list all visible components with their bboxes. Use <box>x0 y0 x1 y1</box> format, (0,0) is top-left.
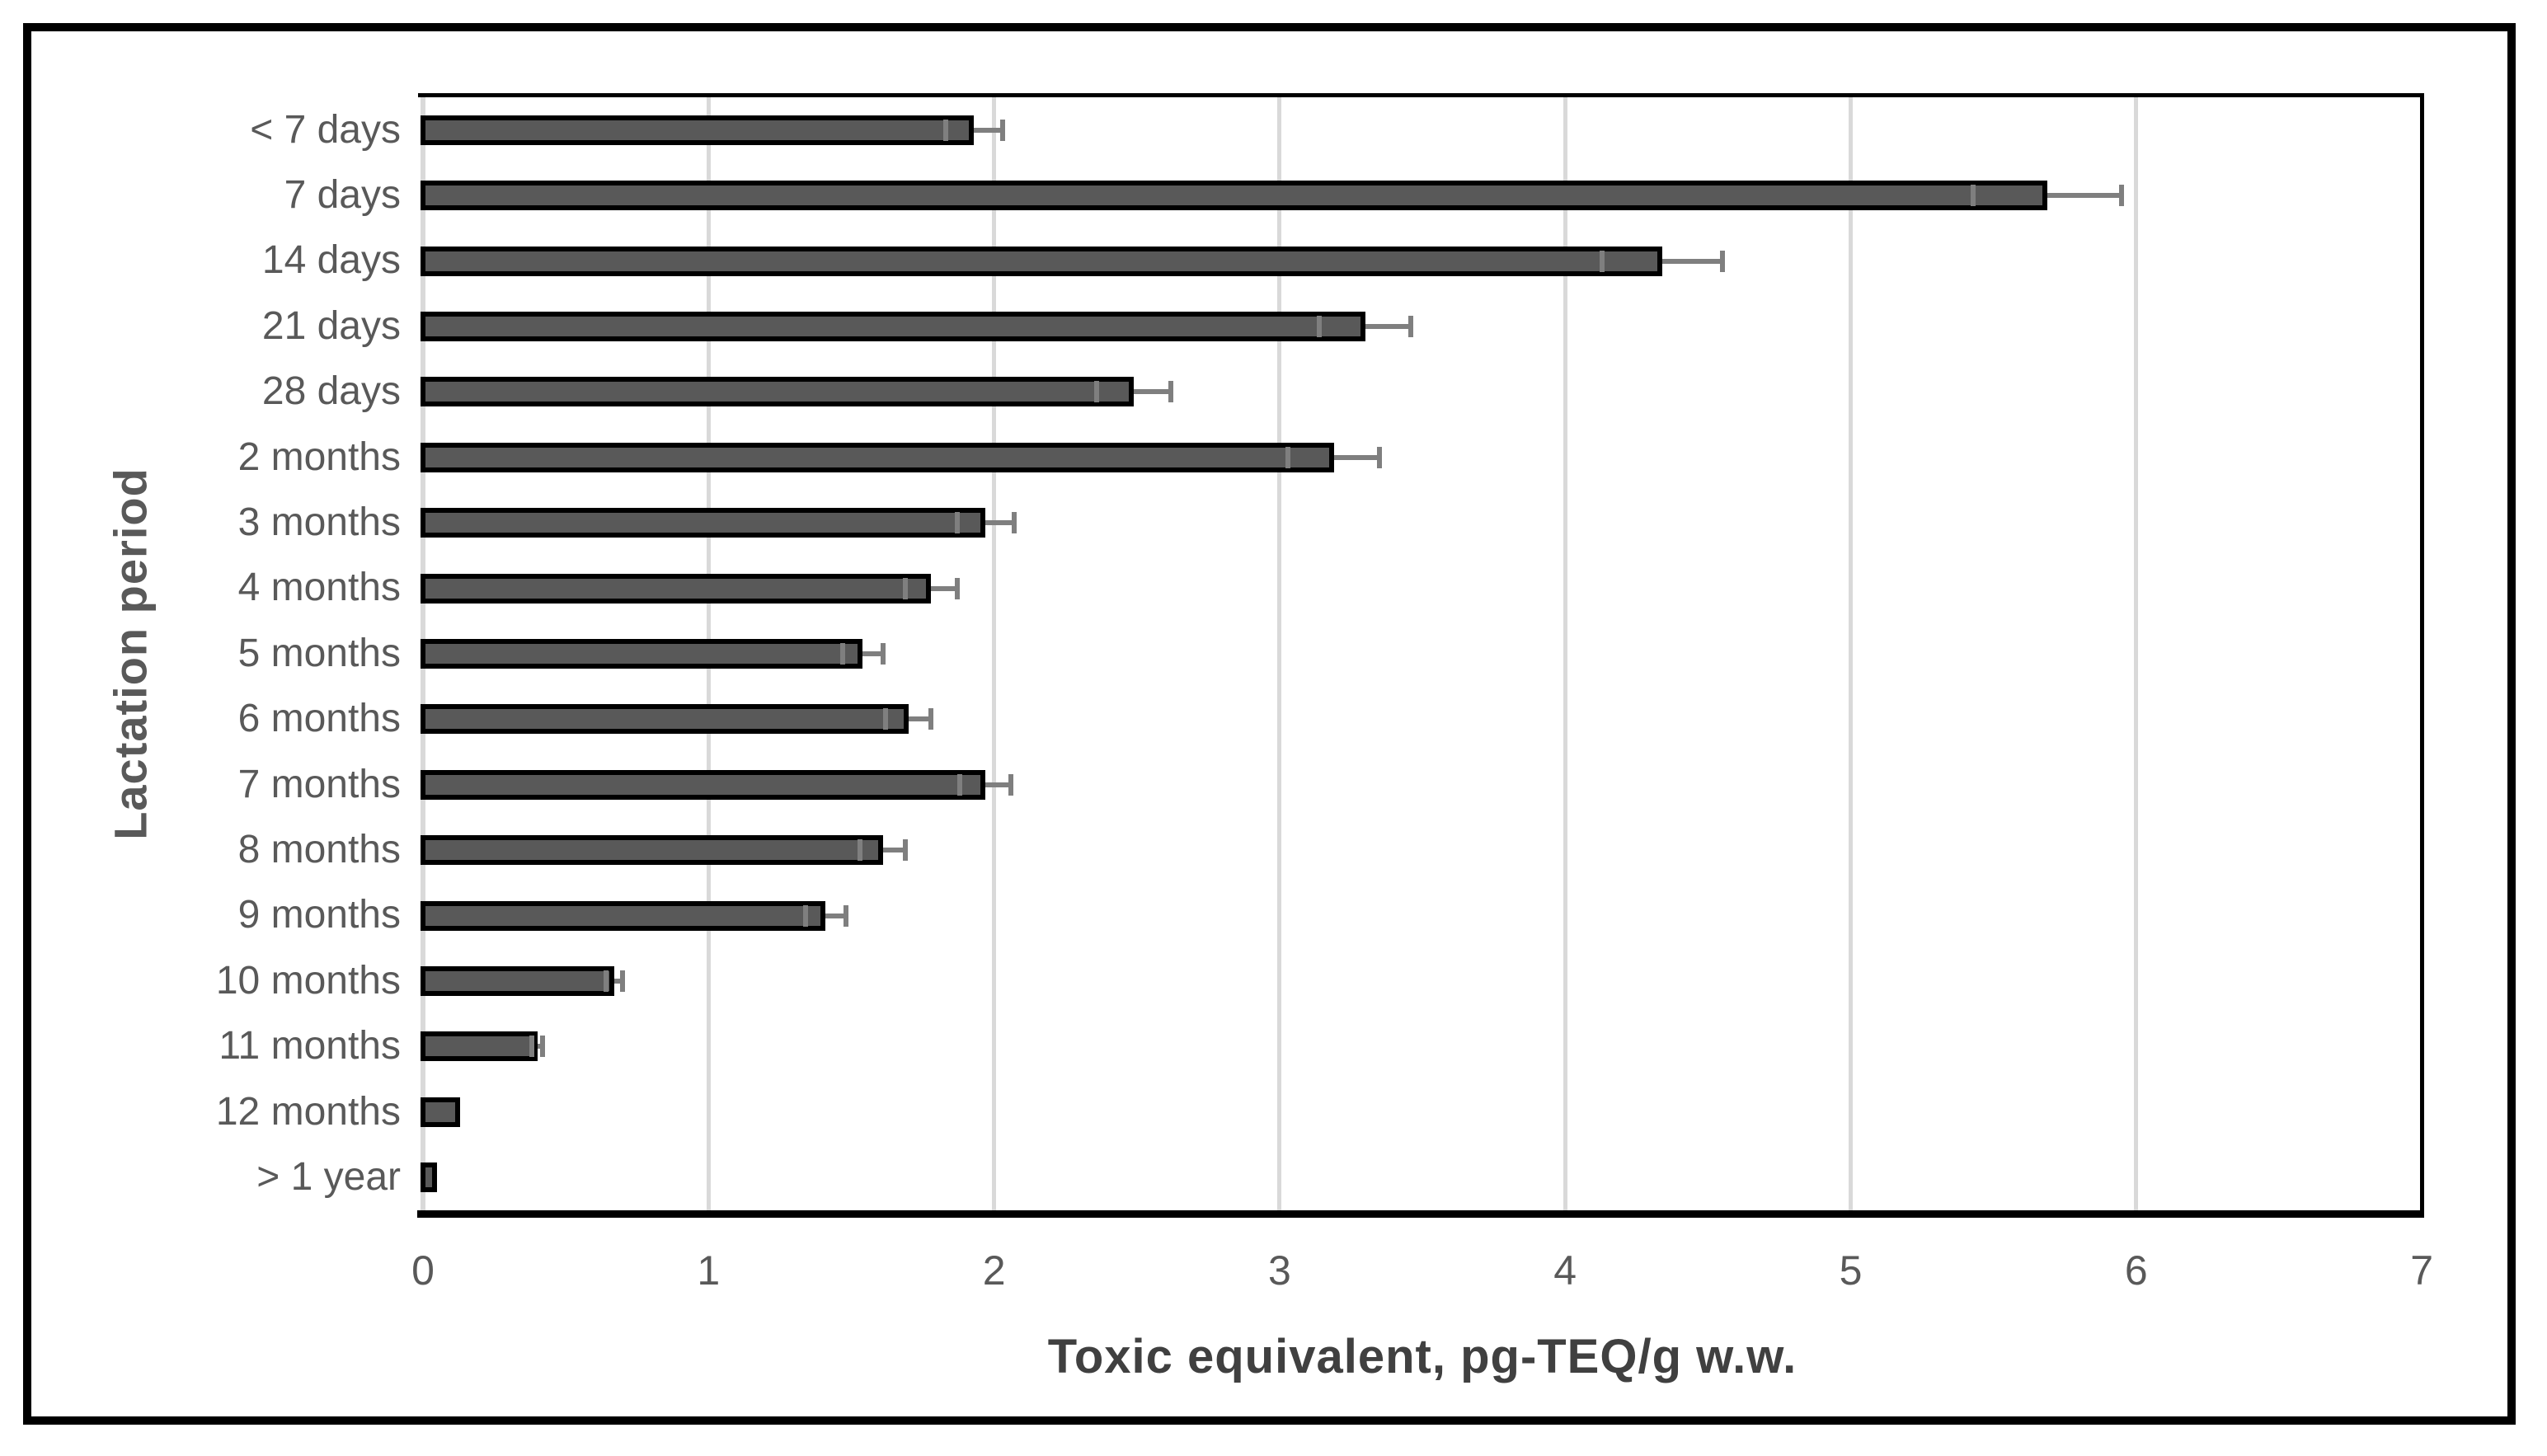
error-bar-whisker <box>537 1044 543 1050</box>
error-bar-cap-plus <box>928 708 934 730</box>
category-label: 7 days <box>284 173 401 218</box>
x-tick-label: 6 <box>2124 1247 2148 1294</box>
category-label: 7 months <box>237 762 401 806</box>
error-bar-whisker <box>1365 323 1412 329</box>
x-tick-label: 4 <box>1553 1247 1577 1294</box>
error-bar-whisker <box>1661 258 1722 264</box>
error-bar-cap-minus <box>957 773 963 796</box>
bar <box>421 1031 538 1062</box>
bar <box>421 246 1662 276</box>
category-label: < 7 days <box>250 107 401 152</box>
error-bar-cap-minus <box>1094 381 1100 403</box>
category-label: 4 months <box>237 566 401 610</box>
error-bar-cap-minus <box>529 1036 534 1058</box>
error-bar-cap-minus <box>1317 315 1323 337</box>
x-axis-line <box>417 1210 2424 1218</box>
error-bar-cap-minus <box>1285 446 1291 468</box>
error-bar-cap-plus <box>903 839 909 862</box>
error-bar-cap-minus <box>603 970 609 992</box>
x-tick-label: 7 <box>2410 1247 2433 1294</box>
error-bar-cap-plus <box>540 1036 546 1058</box>
category-label: 11 months <box>219 1024 401 1069</box>
x-axis-title: Toxic equivalent, pg-TEQ/g w.w. <box>1047 1330 1797 1383</box>
bar <box>421 769 986 800</box>
error-bar-cap-plus <box>1008 773 1014 796</box>
x-tick-label: 3 <box>1267 1247 1291 1294</box>
error-bar-cap-minus <box>942 119 948 141</box>
gridline <box>2134 97 2139 1210</box>
figure-border <box>23 23 2516 1425</box>
bar <box>421 900 826 931</box>
bar <box>421 115 975 145</box>
error-bar-cap-plus <box>1408 315 1414 337</box>
error-bar-cap-plus <box>1719 250 1725 272</box>
category-label: > 1 year <box>256 1155 401 1200</box>
bar <box>421 508 986 538</box>
bar <box>421 573 932 604</box>
error-bar-whisker <box>985 520 1014 526</box>
error-bar-cap-plus <box>620 970 626 992</box>
error-bar-cap-plus <box>1168 381 1174 403</box>
error-bar-cap-plus <box>843 904 848 927</box>
category-label: 21 days <box>261 303 401 348</box>
gridline <box>1277 97 1282 1210</box>
x-tick-label: 1 <box>697 1247 721 1294</box>
x-tick-label: 0 <box>411 1247 435 1294</box>
bar <box>421 1097 461 1127</box>
bar <box>421 704 909 735</box>
category-label: 5 months <box>237 631 401 675</box>
plot-border-right <box>2420 93 2424 1218</box>
error-bar-cap-minus <box>1600 250 1605 272</box>
plot-border-top <box>418 93 2424 97</box>
error-bar-whisker <box>1134 389 1172 395</box>
error-bar-cap-minus <box>1971 185 1976 207</box>
error-bar-cap-plus <box>1011 512 1017 534</box>
error-bar-cap-plus <box>999 119 1005 141</box>
gridline <box>1563 97 1567 1210</box>
error-bar-whisker <box>862 651 883 656</box>
category-label: 14 days <box>261 238 401 283</box>
gridline <box>992 97 997 1210</box>
gridline <box>1849 97 1853 1210</box>
error-bar-cap-minus <box>857 839 862 862</box>
error-bar-whisker <box>882 848 906 853</box>
x-tick-label: 5 <box>1839 1247 1863 1294</box>
category-label: 8 months <box>237 828 401 872</box>
category-label: 10 months <box>215 958 401 1003</box>
bar <box>421 965 615 996</box>
bar <box>421 442 1334 472</box>
error-bar-cap-plus <box>1377 446 1383 468</box>
bar <box>421 377 1135 407</box>
error-bar-whisker <box>974 127 1003 133</box>
error-bar-cap-plus <box>2119 185 2125 207</box>
category-label: 12 months <box>215 1089 401 1134</box>
error-bar-whisker <box>931 585 957 591</box>
bar <box>421 1162 438 1193</box>
error-bar-whisker <box>908 716 932 722</box>
category-label: 28 days <box>261 369 401 414</box>
category-label: 2 months <box>237 434 401 479</box>
error-bar-cap-minus <box>803 904 809 927</box>
error-bar-cap-minus <box>903 577 909 599</box>
bar <box>421 181 2048 211</box>
error-bar-cap-minus <box>840 642 846 665</box>
bar <box>421 311 1365 341</box>
error-bar-cap-plus <box>954 577 960 599</box>
category-label: 6 months <box>237 697 401 741</box>
bar <box>421 835 883 866</box>
error-bar-whisker <box>825 913 846 918</box>
error-bar-cap-plus <box>880 642 886 665</box>
error-bar-cap-minus <box>954 512 960 534</box>
category-label: 3 months <box>237 500 401 545</box>
error-bar-whisker <box>2047 193 2122 199</box>
error-bar-cap-minus <box>883 708 888 730</box>
x-tick-label: 2 <box>982 1247 1006 1294</box>
bar <box>421 638 863 669</box>
error-bar-whisker <box>985 782 1012 787</box>
category-label: 9 months <box>237 893 401 937</box>
error-bar-whisker <box>1333 454 1380 460</box>
y-axis-title: Lactation period <box>104 467 157 840</box>
error-bar-whisker <box>614 978 623 984</box>
